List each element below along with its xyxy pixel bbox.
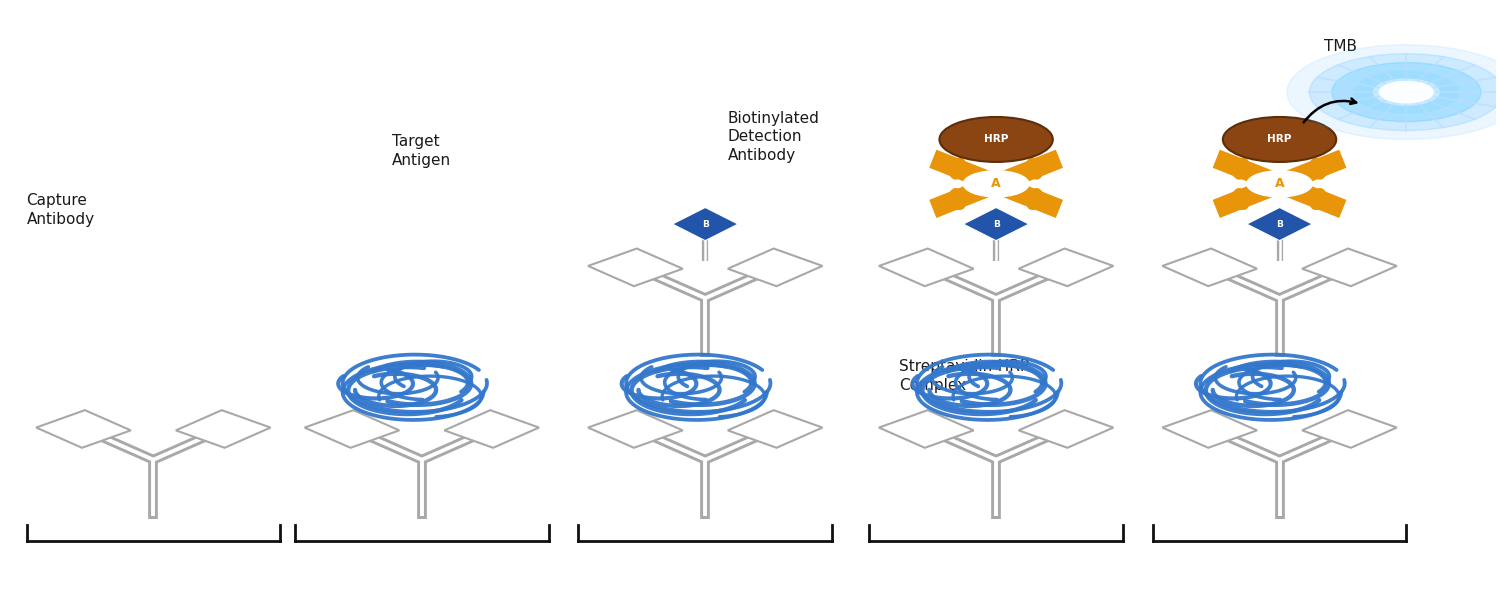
Text: Biotinylated
Detection
Antibody: Biotinylated Detection Antibody xyxy=(728,110,819,163)
Text: A: A xyxy=(992,178,1000,190)
Polygon shape xyxy=(672,208,738,241)
Polygon shape xyxy=(176,410,270,448)
Circle shape xyxy=(1310,53,1500,131)
Circle shape xyxy=(1380,82,1432,103)
Polygon shape xyxy=(588,410,682,448)
Polygon shape xyxy=(879,248,974,286)
Text: B: B xyxy=(702,220,708,229)
Circle shape xyxy=(1332,62,1480,122)
Polygon shape xyxy=(588,248,682,286)
Text: Capture
Antibody: Capture Antibody xyxy=(27,193,94,227)
Text: HRP: HRP xyxy=(984,134,1008,145)
Polygon shape xyxy=(879,410,974,448)
Circle shape xyxy=(1374,79,1438,105)
Text: TMB: TMB xyxy=(1324,38,1358,53)
Polygon shape xyxy=(1162,410,1257,448)
Text: Target
Antigen: Target Antigen xyxy=(392,134,452,168)
Polygon shape xyxy=(1019,248,1113,286)
Text: B: B xyxy=(993,220,999,229)
Polygon shape xyxy=(304,410,399,448)
Polygon shape xyxy=(1246,208,1312,241)
Circle shape xyxy=(963,171,1029,197)
Text: HRP: HRP xyxy=(1268,134,1292,145)
Polygon shape xyxy=(728,248,822,286)
Circle shape xyxy=(1246,171,1312,197)
Polygon shape xyxy=(728,410,822,448)
Text: B: B xyxy=(1276,220,1282,229)
Circle shape xyxy=(1354,71,1458,113)
Polygon shape xyxy=(1302,410,1396,448)
Circle shape xyxy=(1222,117,1336,162)
Polygon shape xyxy=(36,410,130,448)
Polygon shape xyxy=(1019,410,1113,448)
Text: Streptavidin-HRP
Complex: Streptavidin-HRP Complex xyxy=(898,359,1029,393)
Circle shape xyxy=(939,117,1053,162)
Polygon shape xyxy=(1302,248,1396,286)
Polygon shape xyxy=(1162,248,1257,286)
Polygon shape xyxy=(963,208,1029,241)
Polygon shape xyxy=(444,410,538,448)
Text: A: A xyxy=(1275,178,1284,190)
Circle shape xyxy=(1287,45,1500,139)
